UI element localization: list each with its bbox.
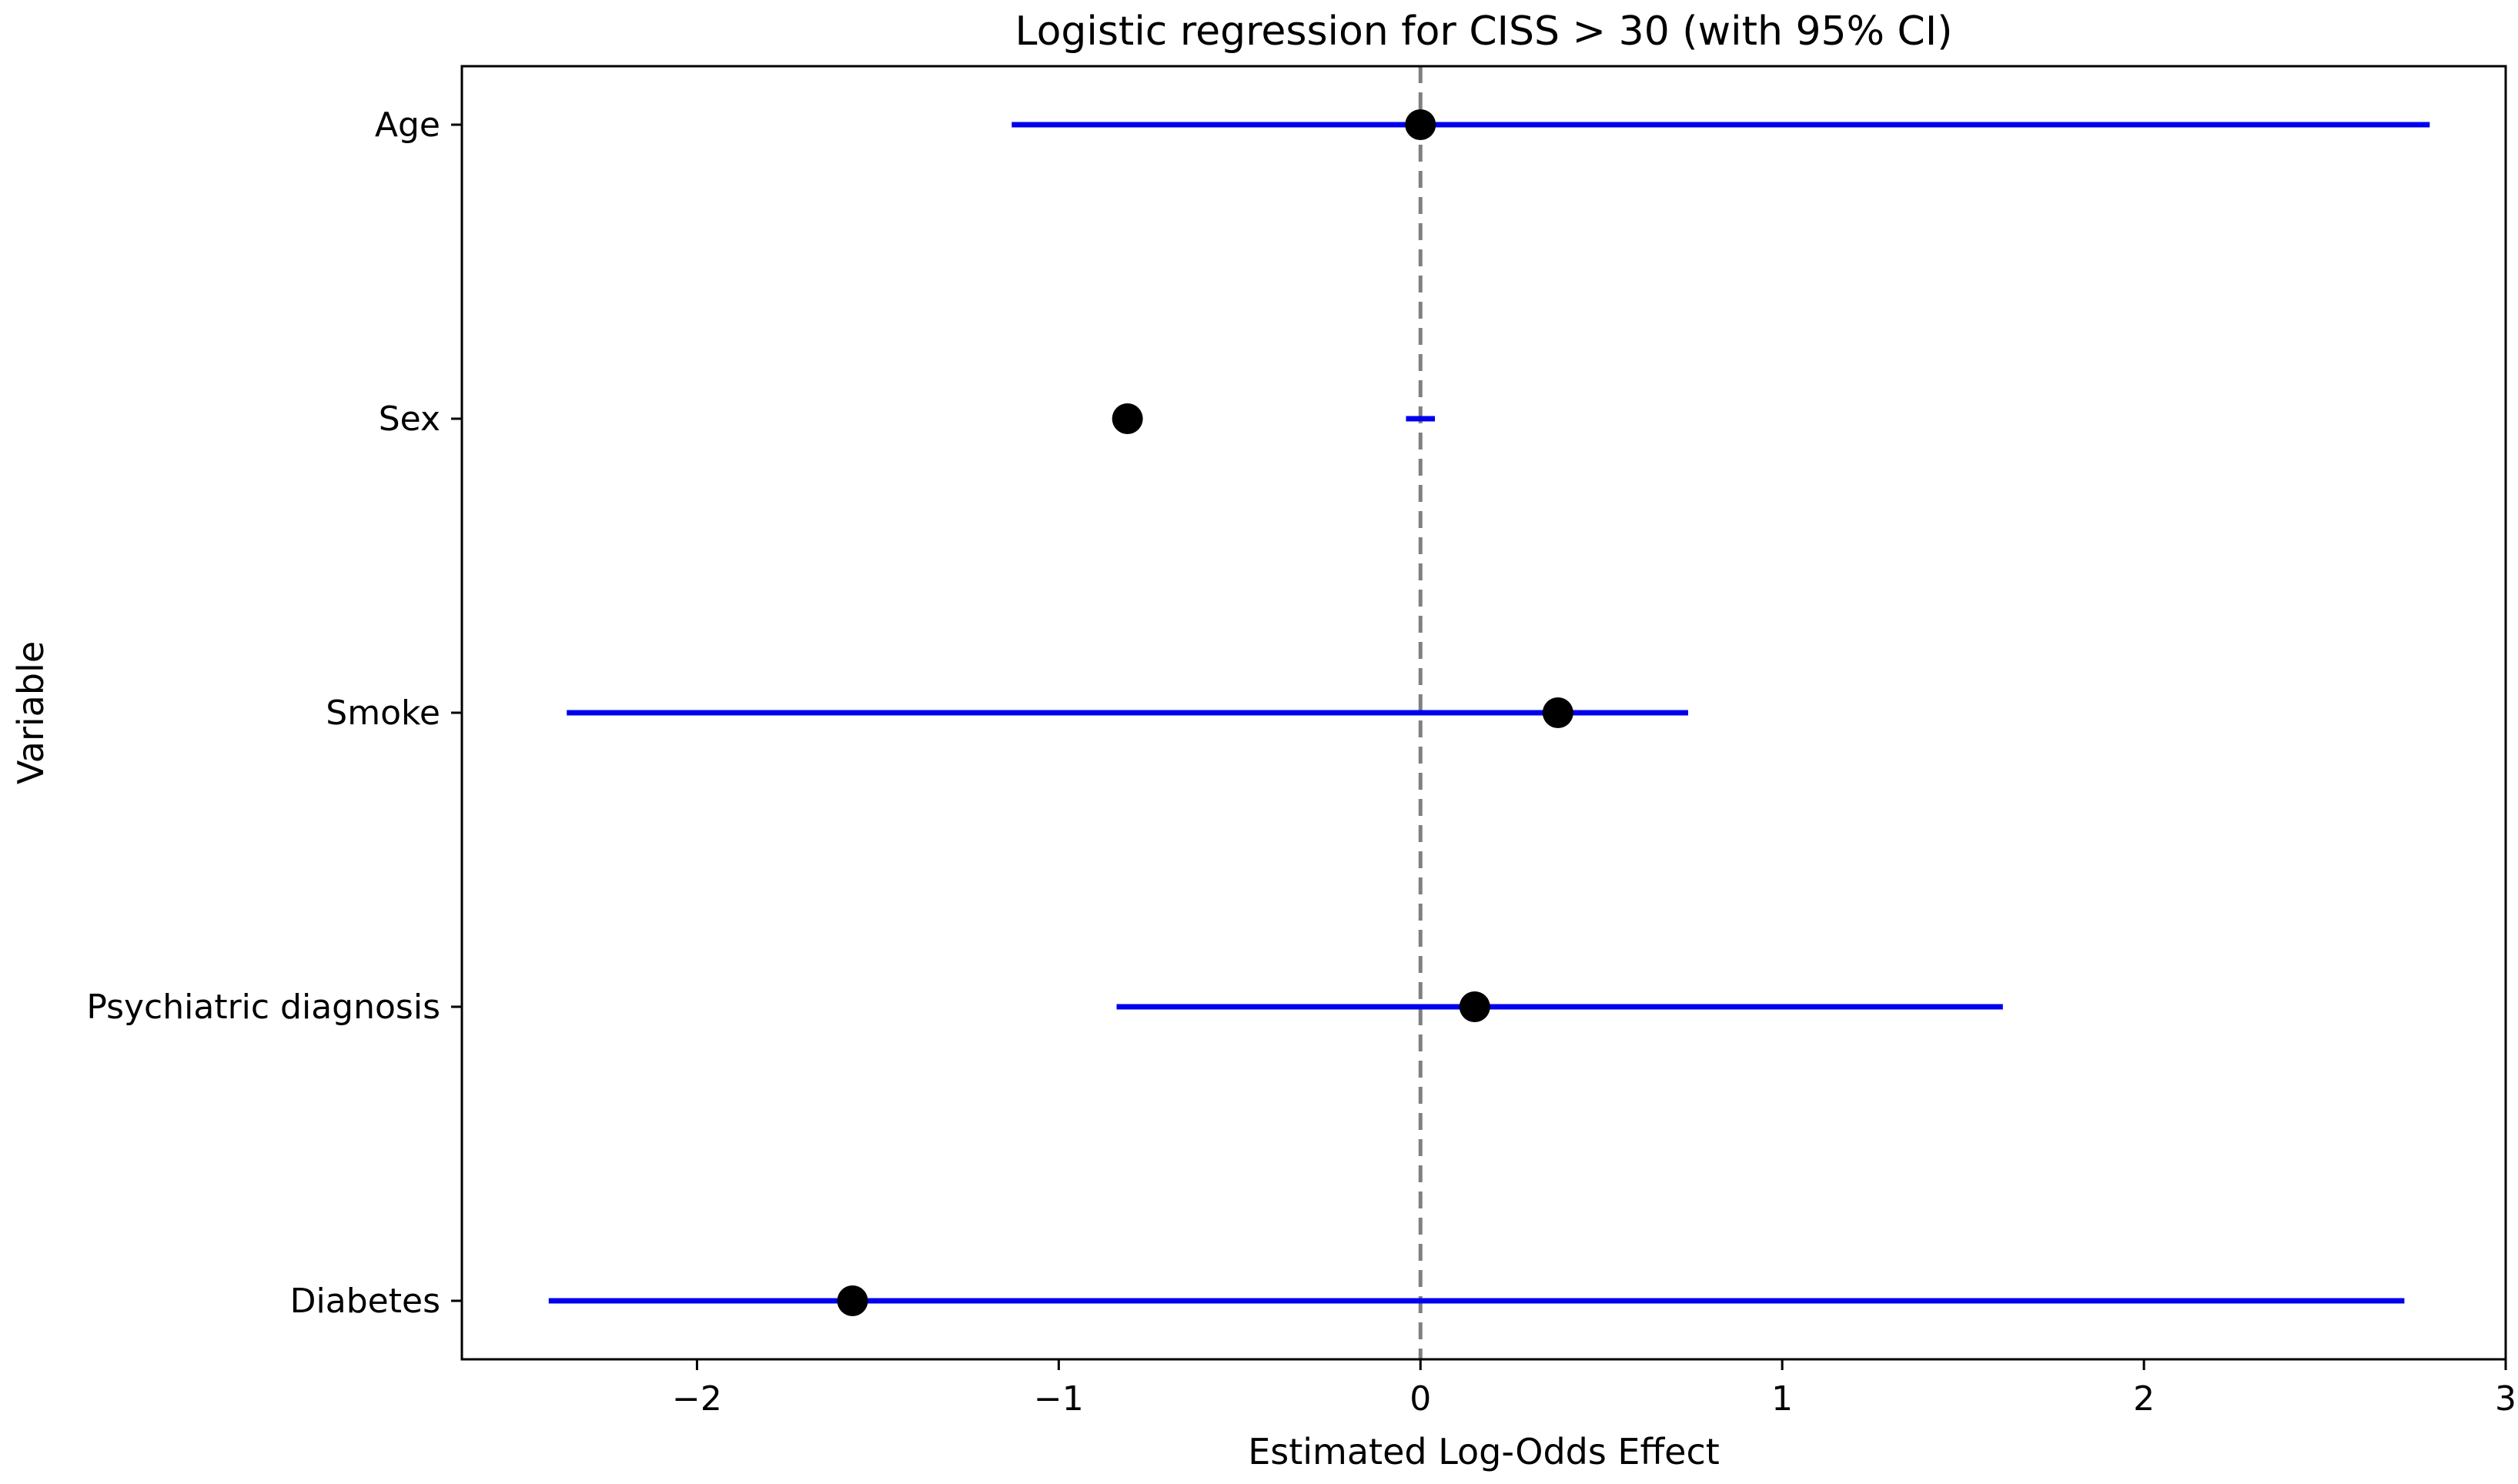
y-axis-title: Variable — [10, 641, 52, 784]
y-tick-label-sex: Sex — [379, 399, 440, 439]
y-tick-label-diabetes: Diabetes — [290, 1282, 440, 1321]
y-tick-label-smoke: Smoke — [326, 694, 440, 733]
y-tick-label-age: Age — [375, 105, 440, 145]
estimate-point-age — [1405, 109, 1436, 140]
chart-title: Logistic regression for CISS > 30 (with … — [1015, 8, 1953, 55]
x-axis-title: Estimated Log-Odds Effect — [1248, 1431, 1720, 1472]
estimate-point-diabetes — [837, 1285, 868, 1316]
y-tick-label-psychiatric-diagnosis: Psychiatric diagnosis — [86, 988, 440, 1027]
x-tick-label: 1 — [1771, 1379, 1793, 1419]
x-tick-label: −1 — [1034, 1379, 1084, 1419]
x-tick-label: 3 — [2495, 1379, 2516, 1419]
plot-frame — [460, 65, 2507, 1361]
x-tick-label: 2 — [2133, 1379, 2155, 1419]
x-tick-label: 0 — [1409, 1379, 1431, 1419]
estimate-point-psychiatric-diagnosis — [1459, 991, 1490, 1022]
estimate-point-smoke — [1542, 697, 1573, 728]
x-tick-label: −2 — [672, 1379, 722, 1419]
estimate-point-sex — [1112, 403, 1143, 434]
